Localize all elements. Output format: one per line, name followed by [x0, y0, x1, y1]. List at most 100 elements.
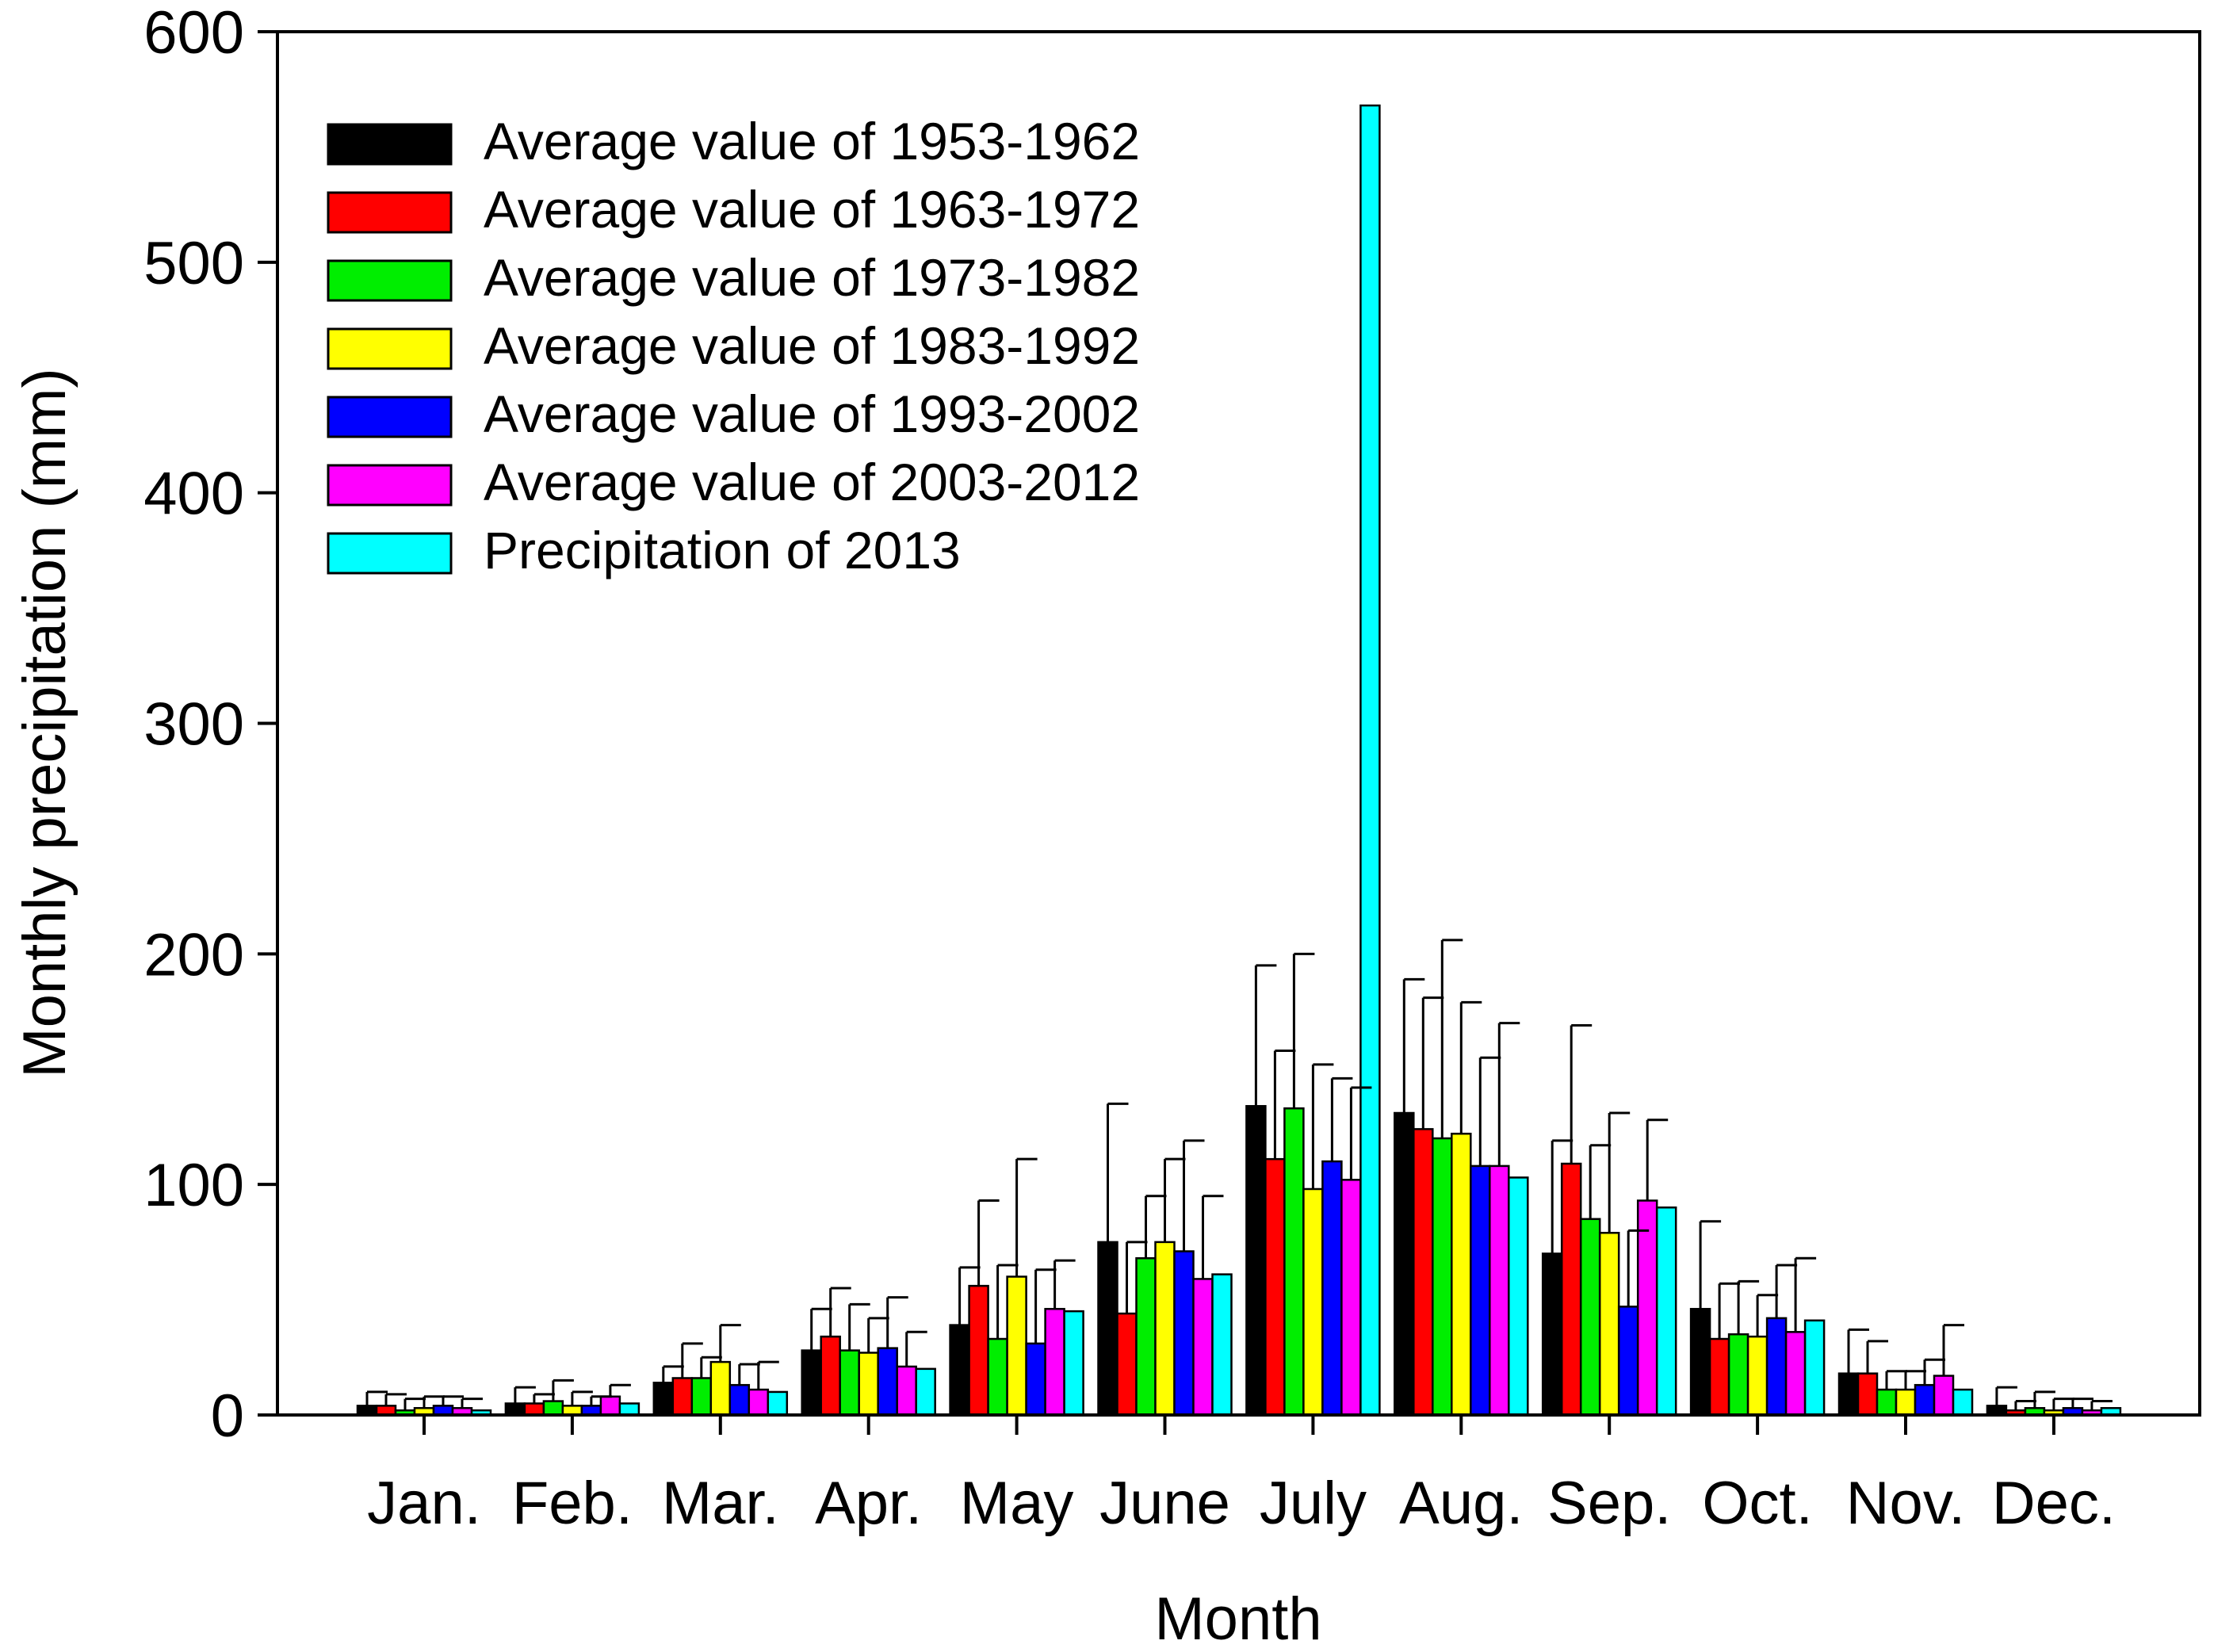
bar [652, 1382, 675, 1417]
x-tick-label: June [1099, 1470, 1230, 1537]
bar [709, 1360, 732, 1417]
bar [1211, 1273, 1233, 1417]
bar [748, 1388, 770, 1417]
bar [1006, 1275, 1027, 1417]
x-tick-label: Aug. [1399, 1470, 1523, 1537]
bar [839, 1349, 860, 1417]
bar [1359, 104, 1381, 1417]
bar [915, 1367, 936, 1417]
bar [858, 1352, 879, 1417]
bar [542, 1400, 564, 1417]
x-axis-label: Month [1154, 1585, 1321, 1652]
bar [1283, 1107, 1305, 1417]
x-tick-label: May [960, 1470, 1074, 1537]
bar [1508, 1176, 1529, 1417]
bar [504, 1402, 526, 1417]
bar [671, 1377, 694, 1417]
bar [1952, 1388, 1974, 1417]
bar [1803, 1319, 1826, 1417]
legend-swatch [327, 532, 453, 575]
bar [1598, 1231, 1620, 1417]
bar [1579, 1218, 1601, 1417]
y-tick-label: 100 [143, 1152, 244, 1219]
bar [1154, 1241, 1176, 1417]
bar [1541, 1252, 1563, 1417]
bar [1895, 1388, 1917, 1417]
bar [1914, 1383, 1936, 1417]
y-tick-label: 300 [143, 691, 244, 759]
bar [1727, 1333, 1749, 1417]
bar [1708, 1337, 1730, 1417]
bar [1302, 1187, 1324, 1417]
x-tick-label: Mar. [662, 1470, 779, 1537]
legend-label: Precipitation of 2013 [484, 521, 961, 579]
bar [1063, 1310, 1084, 1417]
bar [896, 1365, 917, 1417]
x-tick-label: Dec. [1992, 1470, 2116, 1537]
x-tick-label: Jan. [367, 1470, 481, 1537]
y-tick-label: 400 [143, 461, 244, 528]
bar [728, 1383, 751, 1417]
legend: Average value of 1953-1962 Average value … [327, 112, 1140, 579]
bar [1765, 1317, 1788, 1417]
bar [767, 1390, 789, 1417]
bar [877, 1347, 898, 1417]
bar [820, 1335, 841, 1417]
y-tick-label: 500 [143, 230, 244, 297]
legend-swatch [327, 191, 453, 234]
y-tick-label: 200 [143, 921, 244, 989]
error-bars-layer [365, 939, 2113, 1411]
y-tick-label: 600 [143, 0, 244, 67]
legend-swatch [327, 464, 453, 507]
bar [1394, 1111, 1415, 1417]
bar [1173, 1250, 1195, 1417]
legend-label: Average value of 2003-2012 [484, 453, 1140, 511]
bar [1489, 1164, 1510, 1417]
bar [1837, 1372, 1860, 1417]
y-tick-label: 0 [211, 1382, 244, 1450]
bar [1135, 1256, 1157, 1417]
x-tick-label: Sep. [1547, 1470, 1671, 1537]
bar [1116, 1312, 1138, 1417]
bar [949, 1324, 970, 1417]
x-tick-label: July [1260, 1470, 1367, 1537]
bar [1560, 1162, 1582, 1417]
bar [1321, 1160, 1343, 1417]
bar [1617, 1306, 1639, 1417]
bar [523, 1402, 545, 1417]
legend-label: Average value of 1973-1982 [484, 248, 1140, 307]
legend-label: Average value of 1993-2002 [484, 384, 1140, 443]
bar [1856, 1372, 1879, 1417]
y-axis: 0 100 200 300 400 500 600 [143, 0, 277, 1450]
bar [1097, 1241, 1118, 1417]
legend-swatch [327, 327, 453, 370]
bar [1340, 1179, 1362, 1417]
bar [1784, 1331, 1807, 1417]
bar [1044, 1307, 1065, 1417]
bar [1025, 1342, 1046, 1417]
y-axis-label: Monthly precipitation (mm) [11, 368, 78, 1077]
bar [1413, 1128, 1434, 1417]
legend-swatch [327, 259, 453, 302]
bar [599, 1395, 621, 1417]
bar [1470, 1164, 1491, 1417]
legend-swatch [327, 123, 453, 166]
bar [1655, 1206, 1677, 1417]
bar [1689, 1307, 1711, 1417]
legend-label: Average value of 1963-1972 [484, 180, 1140, 239]
bar [1746, 1335, 1769, 1417]
bar [987, 1337, 1008, 1417]
bar [1245, 1105, 1267, 1417]
bar [1451, 1132, 1472, 1417]
legend-swatch [327, 396, 453, 438]
x-tick-label: Apr. [815, 1470, 922, 1537]
x-tick-label: Oct. [1702, 1470, 1812, 1537]
bar [1432, 1137, 1453, 1417]
legend-label: Average value of 1953-1962 [484, 112, 1140, 170]
bar [1876, 1388, 1898, 1417]
bar [690, 1377, 713, 1417]
x-axis: Jan. Feb. Mar. Apr. May June July Aug. Sep. Oct. N… [367, 1415, 2116, 1537]
bar [1933, 1375, 1955, 1417]
bar [801, 1349, 822, 1417]
